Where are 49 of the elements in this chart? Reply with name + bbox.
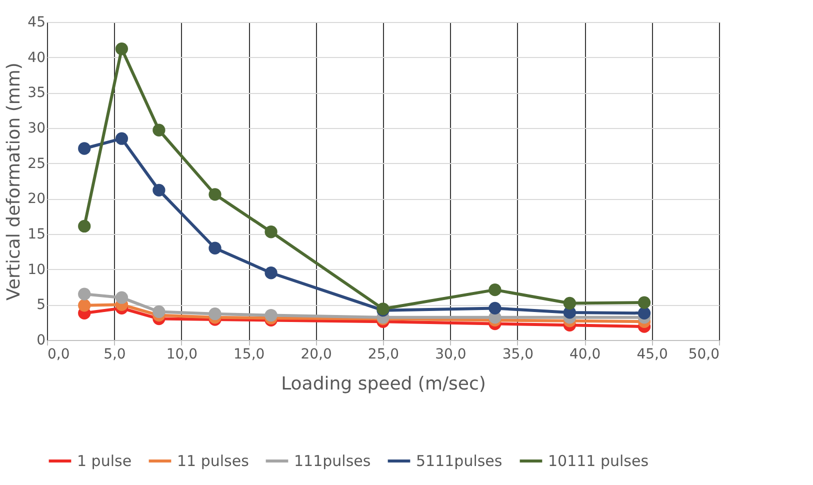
point bbox=[208, 188, 222, 201]
y-tick-label: 5 bbox=[36, 297, 46, 314]
y-tick-label: 0 bbox=[36, 332, 46, 348]
point bbox=[78, 220, 91, 233]
point bbox=[152, 184, 166, 196]
point bbox=[152, 124, 166, 136]
y-tick-label: 15 bbox=[28, 226, 46, 242]
x-tick-label: 5,0 bbox=[104, 346, 126, 362]
x-tick-label: 40,0 bbox=[570, 346, 601, 362]
y-tick-label: 30 bbox=[28, 120, 46, 136]
x-tick-label: 15,0 bbox=[234, 346, 265, 362]
point bbox=[152, 305, 166, 318]
y-tick-label: 45 bbox=[28, 14, 46, 30]
point bbox=[78, 142, 91, 155]
x-tick-label: 35,0 bbox=[502, 346, 534, 362]
point bbox=[208, 242, 222, 254]
point bbox=[638, 306, 651, 320]
point bbox=[488, 302, 502, 315]
y-axis-title: Vertical deformation (mm) bbox=[4, 62, 25, 300]
legend-label: 11 pulses bbox=[177, 452, 250, 470]
point bbox=[563, 296, 576, 310]
point bbox=[115, 42, 128, 56]
point bbox=[78, 288, 91, 300]
point bbox=[488, 284, 502, 296]
x-tick-label: 20,0 bbox=[300, 346, 332, 362]
x-tick-label: 30,0 bbox=[435, 346, 466, 362]
point bbox=[264, 266, 278, 280]
point bbox=[115, 132, 128, 145]
x-axis-title: Loading speed (m/sec) bbox=[281, 374, 486, 394]
point bbox=[78, 299, 91, 312]
point bbox=[208, 308, 222, 320]
x-tick-label: 25,0 bbox=[368, 346, 400, 362]
point bbox=[638, 296, 651, 309]
y-tick-label: 40 bbox=[28, 50, 46, 66]
y-tick-label: 35 bbox=[28, 85, 46, 102]
x-tick-label: 50,0 bbox=[688, 346, 720, 362]
legend-label: 111pulses bbox=[294, 452, 371, 470]
x-tick-label: 10,0 bbox=[166, 346, 198, 362]
x-tick-label: 45,0 bbox=[636, 346, 668, 362]
point bbox=[264, 308, 278, 322]
point bbox=[264, 226, 278, 238]
legend-label: 1 pulse bbox=[77, 452, 132, 470]
legend-label: 10111 pulses bbox=[548, 452, 649, 470]
y-tick-label: 10 bbox=[28, 262, 46, 278]
y-tick-label: 25 bbox=[28, 156, 46, 172]
x-tick-label: 0,0 bbox=[48, 346, 70, 362]
point bbox=[115, 291, 128, 304]
legend-label: 5111pulses bbox=[416, 452, 502, 470]
y-tick-label: 20 bbox=[28, 191, 46, 208]
